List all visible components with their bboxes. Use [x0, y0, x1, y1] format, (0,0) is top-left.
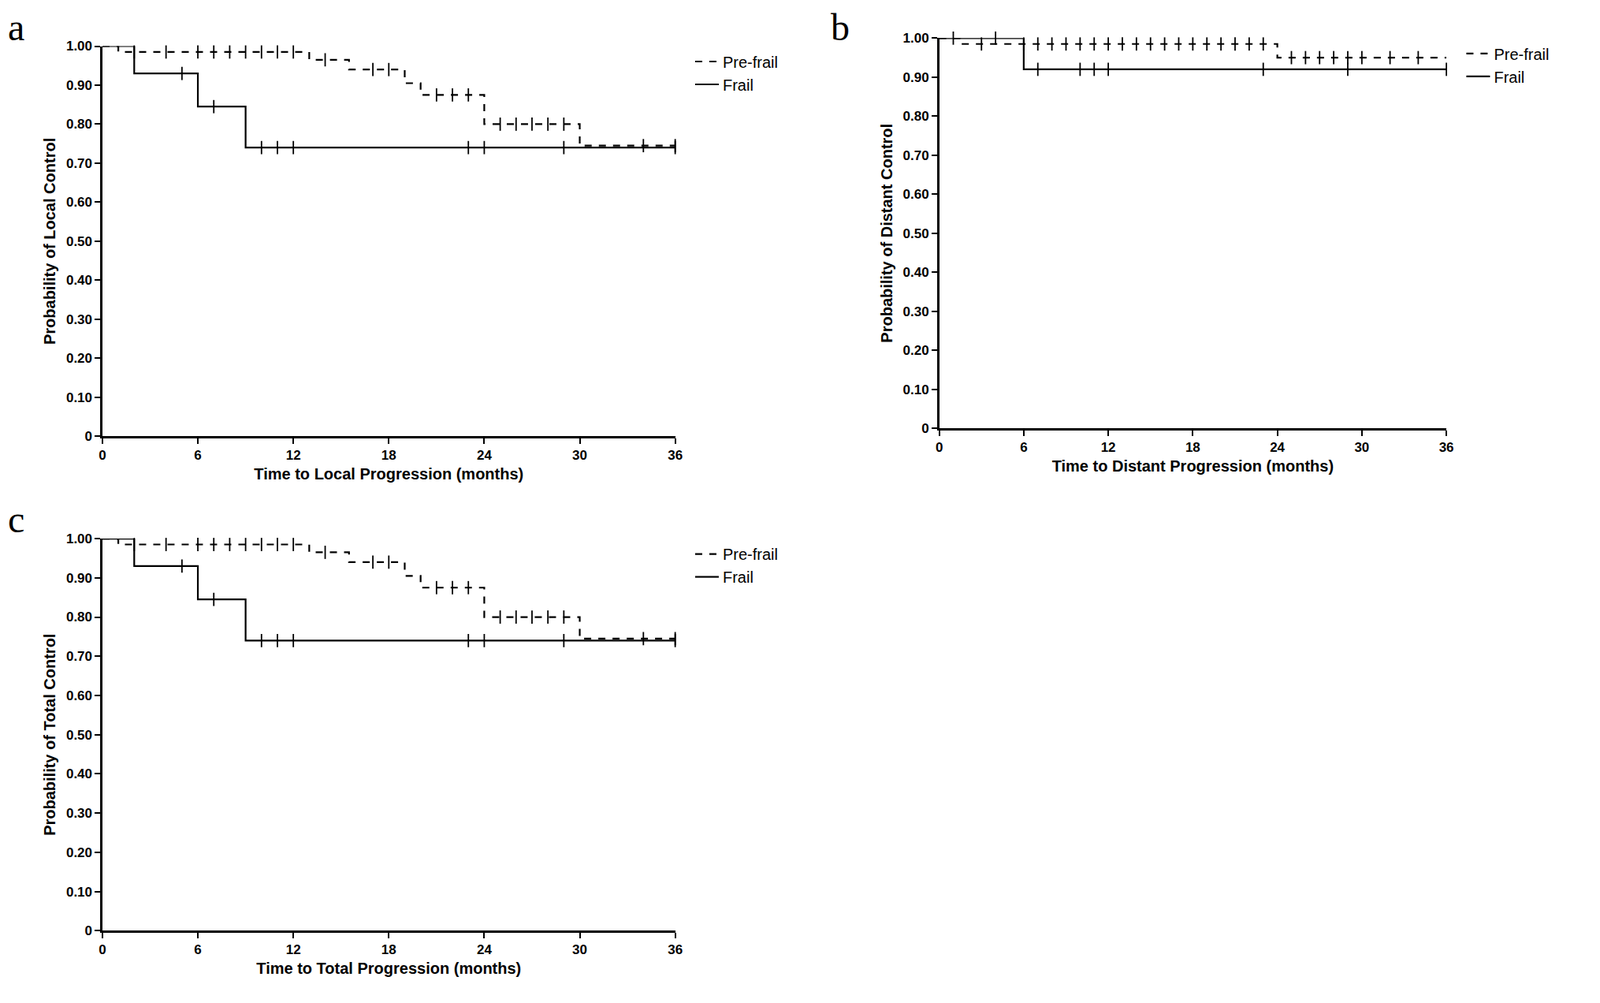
- svg-text:6: 6: [1019, 439, 1027, 455]
- svg-text:36: 36: [667, 447, 683, 463]
- svg-text:Frail: Frail: [1493, 68, 1525, 86]
- svg-text:30: 30: [572, 447, 588, 463]
- svg-text:Pre-frail: Pre-frail: [1493, 45, 1549, 64]
- svg-text:Probability of Local Control: Probability of Local Control: [40, 137, 59, 345]
- svg-text:0.80: 0.80: [66, 609, 93, 625]
- svg-text:12: 12: [286, 941, 302, 957]
- svg-text:1.00: 1.00: [66, 38, 93, 54]
- svg-text:0.20: 0.20: [66, 844, 93, 860]
- svg-text:0.10: 0.10: [66, 884, 93, 900]
- svg-text:Probability of Total Control: Probability of Total Control: [40, 633, 59, 836]
- svg-text:0: 0: [98, 447, 106, 463]
- svg-text:18: 18: [381, 447, 397, 463]
- svg-text:b: b: [830, 6, 850, 49]
- svg-text:30: 30: [1354, 439, 1370, 455]
- svg-text:Probability of Distant Control: Probability of Distant Control: [878, 123, 896, 343]
- svg-text:0.90: 0.90: [66, 570, 93, 586]
- svg-text:36: 36: [667, 941, 683, 957]
- svg-text:0: 0: [921, 420, 929, 436]
- svg-text:1.00: 1.00: [903, 30, 930, 46]
- svg-text:0.40: 0.40: [903, 264, 930, 280]
- svg-text:0.30: 0.30: [903, 304, 930, 320]
- svg-text:18: 18: [381, 941, 397, 957]
- svg-text:0.50: 0.50: [903, 226, 930, 242]
- svg-text:0: 0: [85, 428, 93, 444]
- svg-text:0.40: 0.40: [66, 766, 93, 782]
- svg-text:0.70: 0.70: [903, 148, 930, 164]
- svg-text:0.20: 0.20: [66, 350, 93, 366]
- svg-text:0.90: 0.90: [66, 78, 93, 94]
- svg-text:1.00: 1.00: [66, 531, 93, 547]
- svg-text:0.10: 0.10: [66, 390, 93, 406]
- svg-text:Frail: Frail: [722, 568, 754, 586]
- svg-text:Time to Total Progression (mon: Time to Total Progression (months): [256, 959, 521, 977]
- svg-text:0.70: 0.70: [66, 156, 93, 172]
- svg-text:0.30: 0.30: [66, 805, 93, 821]
- svg-text:24: 24: [476, 941, 492, 957]
- svg-text:0.80: 0.80: [66, 116, 93, 132]
- svg-text:Frail: Frail: [722, 76, 754, 94]
- svg-text:0: 0: [98, 941, 106, 957]
- svg-text:0: 0: [935, 439, 943, 455]
- svg-text:Pre-frail: Pre-frail: [722, 545, 778, 563]
- svg-text:0.80: 0.80: [903, 108, 930, 124]
- svg-text:24: 24: [1269, 439, 1285, 455]
- svg-text:18: 18: [1185, 439, 1201, 455]
- svg-text:Time to Local Progression (mon: Time to Local Progression (months): [253, 465, 524, 483]
- svg-text:0.40: 0.40: [66, 272, 93, 288]
- svg-text:0.90: 0.90: [903, 70, 930, 86]
- svg-text:Time to Distant Progression (m: Time to Distant Progression (months): [1052, 457, 1334, 475]
- svg-text:a: a: [7, 6, 25, 49]
- svg-text:0.70: 0.70: [66, 648, 93, 664]
- svg-text:0.60: 0.60: [66, 688, 93, 704]
- svg-text:0.20: 0.20: [903, 342, 930, 358]
- svg-text:c: c: [7, 498, 25, 540]
- svg-text:Pre-frail: Pre-frail: [722, 53, 778, 71]
- svg-text:6: 6: [193, 447, 201, 463]
- svg-text:12: 12: [286, 447, 302, 463]
- svg-text:30: 30: [572, 941, 588, 957]
- svg-text:0.30: 0.30: [66, 312, 93, 328]
- svg-text:12: 12: [1101, 439, 1117, 455]
- svg-text:6: 6: [193, 941, 201, 957]
- svg-text:0.50: 0.50: [66, 234, 93, 250]
- svg-text:36: 36: [1439, 439, 1455, 455]
- svg-text:0.60: 0.60: [66, 194, 93, 210]
- svg-text:0.50: 0.50: [66, 727, 93, 743]
- svg-text:0.60: 0.60: [903, 186, 930, 202]
- svg-text:0.10: 0.10: [903, 382, 930, 398]
- svg-text:24: 24: [476, 447, 492, 463]
- svg-text:0: 0: [85, 922, 93, 938]
